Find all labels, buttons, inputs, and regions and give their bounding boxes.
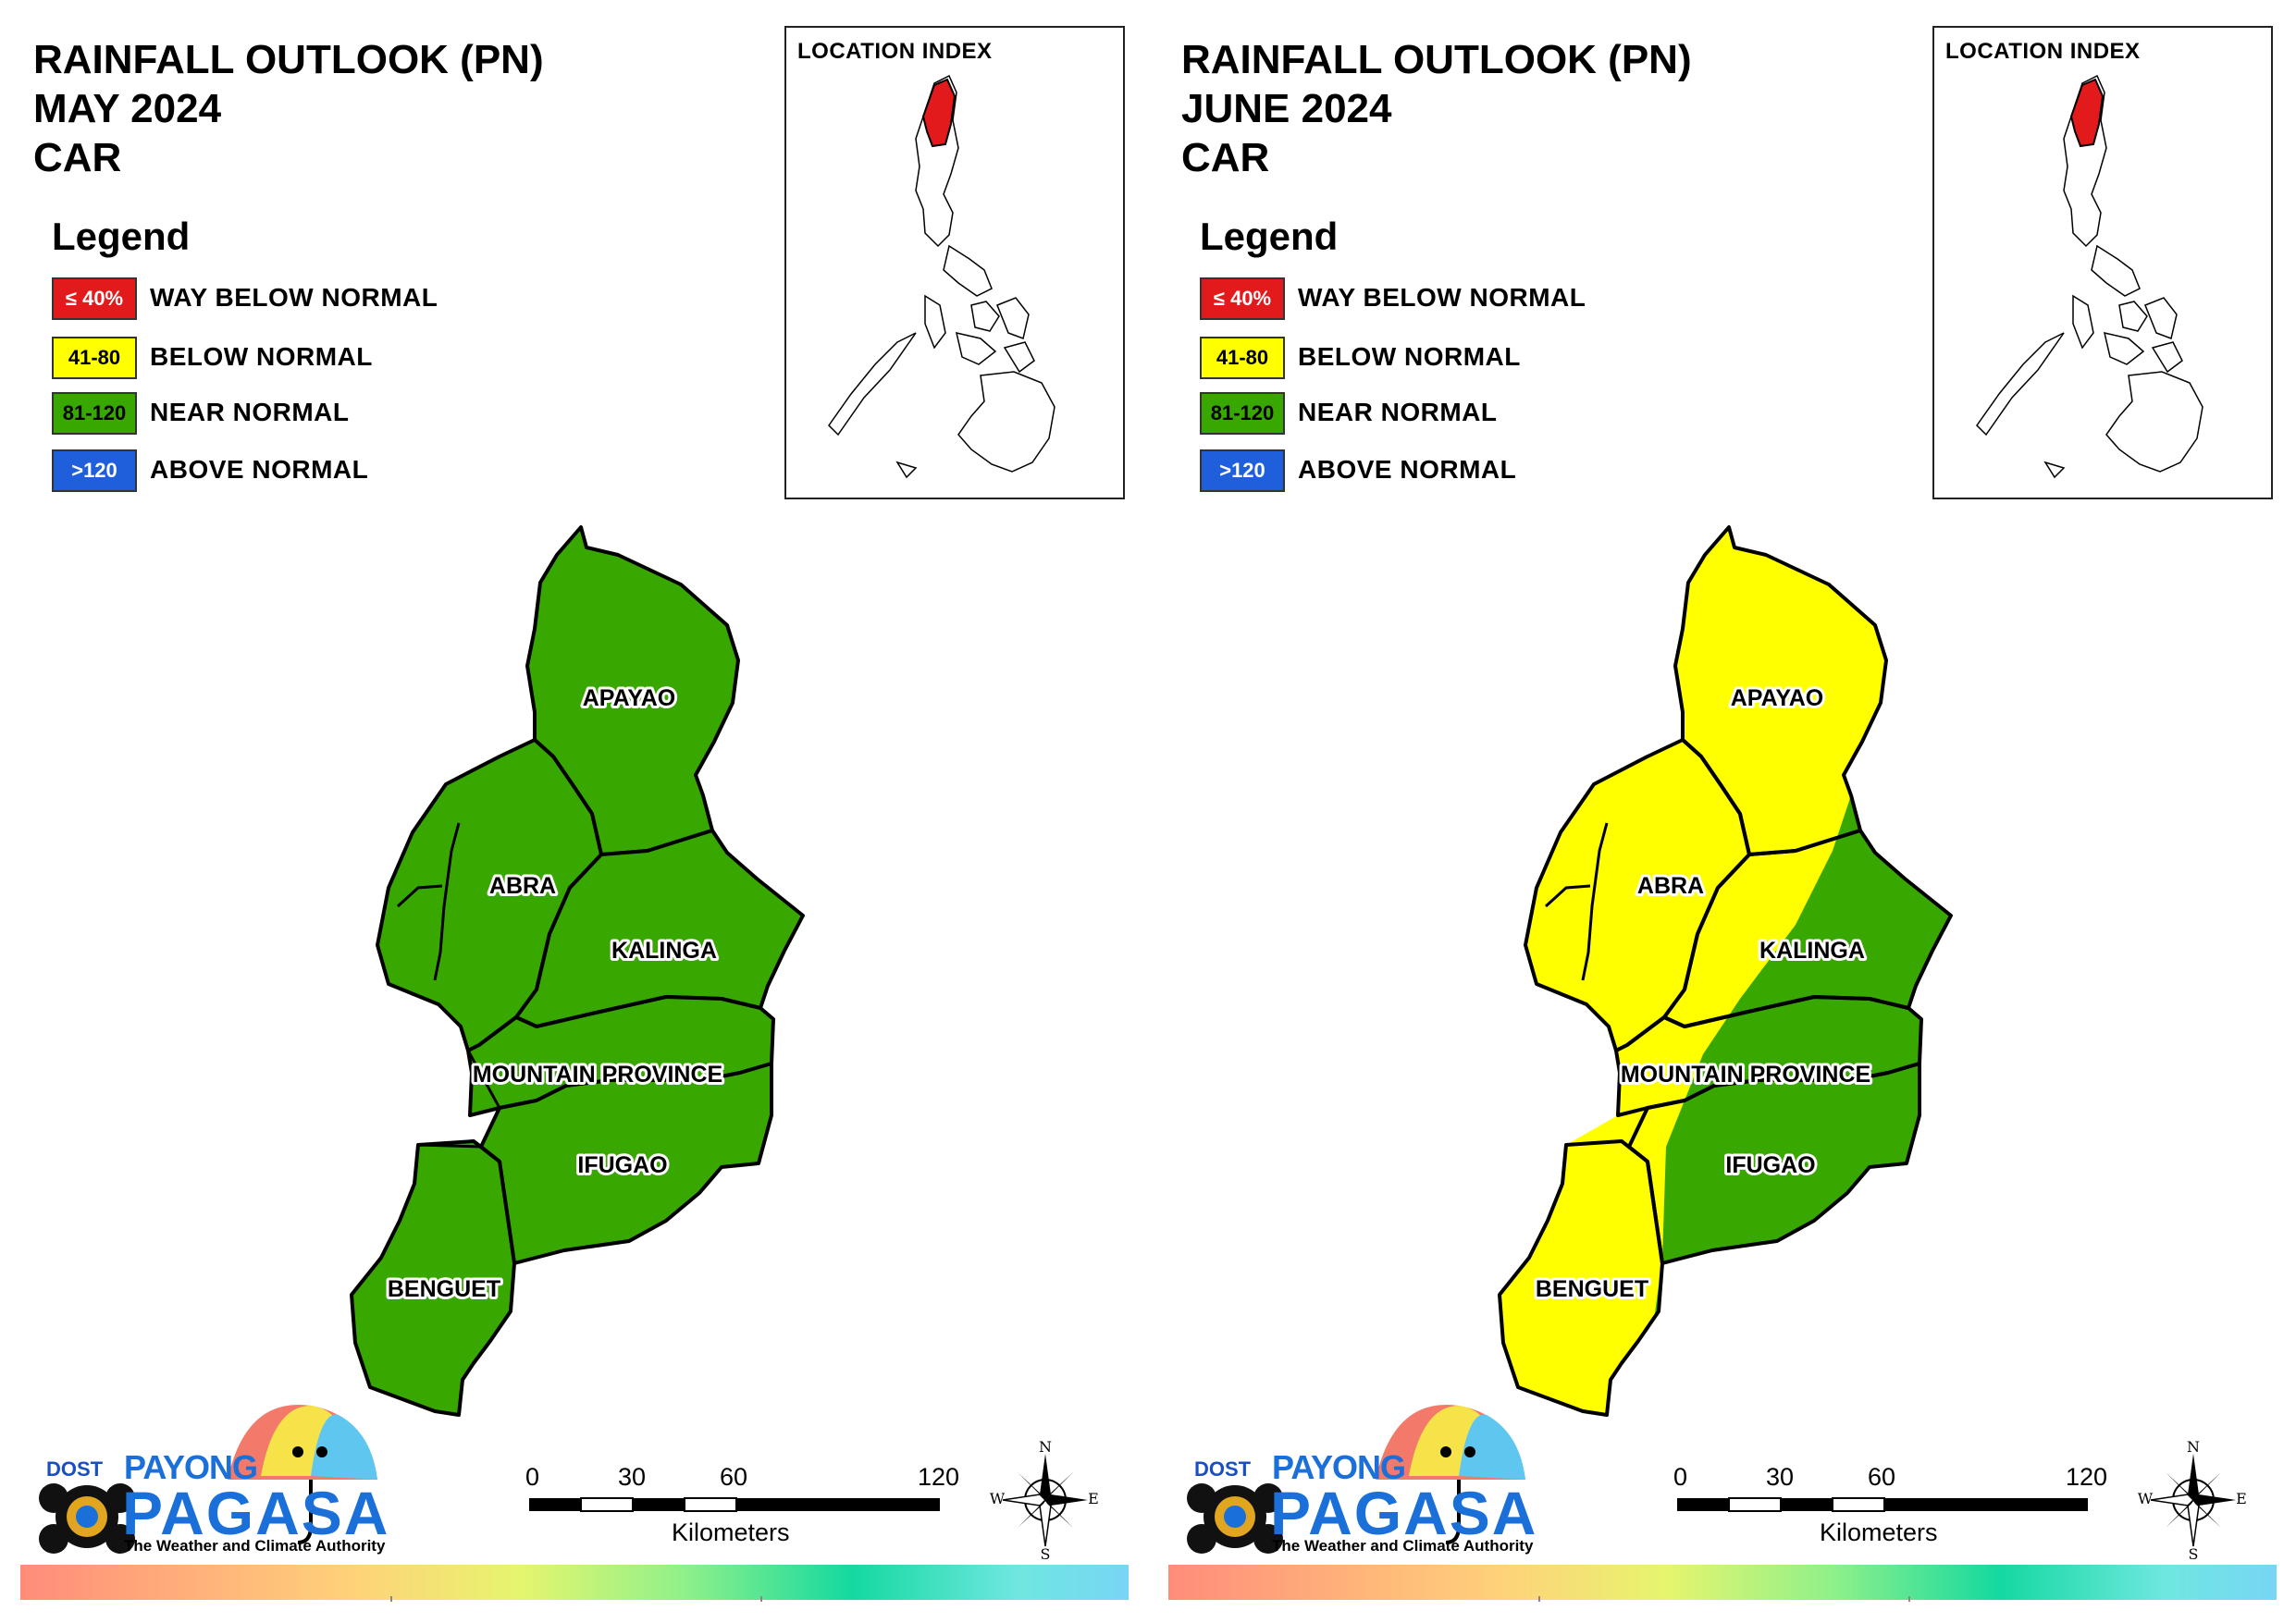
- legend-swatch: ≤ 40%: [1200, 277, 1285, 320]
- scale-bar-graphic: [1677, 1497, 2088, 1512]
- scale-bar: 0 30 60 120 Kilometers: [1673, 1463, 2117, 1565]
- compass-e: E: [2236, 1490, 2247, 1507]
- strip-tick: [760, 1596, 762, 1602]
- legend-label: ABOVE NORMAL: [1298, 455, 1517, 484]
- outlook-panel-may: RAINFALL OUTLOOK (PN) MAY 2024 CAR Legen…: [20, 26, 1129, 1602]
- location-index: LOCATION INDEX: [784, 26, 1125, 499]
- title-line-2: JUNE 2024: [1181, 86, 1392, 131]
- umbrella-icon: [39, 1405, 377, 1554]
- compass-n: N: [1039, 1441, 1052, 1456]
- legend-swatch: 81-120: [52, 392, 137, 435]
- title-line-1: RAINFALL OUTLOOK (PN): [33, 37, 544, 82]
- scale-tick-60: 60: [720, 1463, 748, 1491]
- umbrella-icon: [1187, 1405, 1525, 1554]
- legend-label: NEAR NORMAL: [1298, 398, 1498, 426]
- strip-tick: [1908, 1596, 1910, 1602]
- map-title: RAINFALL OUTLOOK (PN) JUNE 2024 CAR: [1181, 35, 1692, 182]
- scale-tick-30: 30: [1766, 1463, 1795, 1491]
- legend-label: WAY BELOW NORMAL: [1298, 283, 1586, 312]
- compass-n: N: [2187, 1441, 2200, 1456]
- label-mountain-province: MOUNTAIN PROVINCE: [1621, 1062, 1870, 1088]
- north-arrow-icon: N E S W: [2138, 1438, 2249, 1566]
- legend-label: NEAR NORMAL: [150, 398, 350, 426]
- benguet-region: [350, 1139, 516, 1417]
- map-title: RAINFALL OUTLOOK (PN) MAY 2024 CAR: [33, 35, 544, 182]
- car-province-map: APAYAO ABRA KALINGA MOUNTAIN PROVINCE IF…: [1498, 525, 1953, 1417]
- scale-tick-0: 0: [525, 1463, 540, 1491]
- legend-swatch: ≤ 40%: [52, 277, 137, 320]
- logo-payong-text: PAYONG: [1272, 1448, 1406, 1486]
- legend-swatch: >120: [52, 449, 137, 492]
- label-benguet: BENGUET: [1536, 1276, 1648, 1302]
- label-abra: ABRA: [1637, 873, 1704, 899]
- label-ifugao: IFUGAO: [1725, 1152, 1815, 1178]
- compass-w: W: [2138, 1490, 2154, 1507]
- north-arrow-icon: N E S W: [990, 1438, 1101, 1566]
- scale-tick-120: 120: [2066, 1463, 2108, 1491]
- label-kalinga: KALINGA: [1759, 938, 1865, 964]
- label-apayao: APAYAO: [583, 685, 676, 711]
- label-abra: ABRA: [489, 873, 556, 899]
- legend-swatch: 81-120: [1200, 392, 1285, 435]
- scale-units: Kilometers: [672, 1518, 790, 1546]
- compass-s: S: [2189, 1545, 2199, 1561]
- pagasa-logo: DOST PAYONG PAGASA The Weather and Clima…: [1181, 1387, 1542, 1572]
- legend-swatch: >120: [1200, 449, 1285, 492]
- philippines-index-map: [828, 74, 1055, 479]
- legend-label: ABOVE NORMAL: [150, 455, 369, 484]
- logo-pagasa-text: PAGASA: [1270, 1479, 1538, 1547]
- scale-tick-60: 60: [1868, 1463, 1896, 1491]
- pagasa-logo: DOST PAYONG PAGASA The Weather and Clima…: [33, 1387, 394, 1572]
- legend-swatch: 41-80: [1200, 337, 1285, 379]
- label-ifugao: IFUGAO: [577, 1152, 667, 1178]
- compass-w: W: [990, 1490, 1006, 1507]
- logo-tagline: The Weather and Climate Authority: [1272, 1537, 1534, 1555]
- compass-e: E: [1088, 1490, 1099, 1507]
- logo-tagline: The Weather and Climate Authority: [124, 1537, 386, 1555]
- label-benguet: BENGUET: [388, 1276, 500, 1302]
- car-province-map: APAYAO ABRA KALINGA MOUNTAIN PROVINCE IF…: [350, 525, 805, 1417]
- location-index-title: LOCATION INDEX: [1945, 39, 2141, 64]
- label-mountain-province: MOUNTAIN PROVINCE: [473, 1062, 722, 1088]
- location-index-title: LOCATION INDEX: [797, 39, 993, 64]
- logo-dost-text: DOST: [1194, 1457, 1252, 1481]
- scale-tick-120: 120: [918, 1463, 960, 1491]
- logo-payong-text: PAYONG: [124, 1448, 258, 1486]
- legend-title: Legend: [52, 215, 191, 258]
- color-strip: [1168, 1565, 2277, 1602]
- scale-tick-30: 30: [618, 1463, 647, 1491]
- strip-tick: [1538, 1596, 1540, 1602]
- legend-label: WAY BELOW NORMAL: [150, 283, 438, 312]
- scale-bar-graphic: [529, 1497, 940, 1512]
- scale-bar: 0 30 60 120 Kilometers: [525, 1463, 969, 1565]
- legend-label: BELOW NORMAL: [150, 342, 373, 371]
- outlook-panel-june: RAINFALL OUTLOOK (PN) JUNE 2024 CAR Lege…: [1148, 0, 2296, 1623]
- title-line-3: CAR: [33, 135, 122, 180]
- logo-pagasa-text: PAGASA: [122, 1479, 390, 1547]
- location-index: LOCATION INDEX: [1932, 26, 2273, 499]
- title-line-1: RAINFALL OUTLOOK (PN): [1181, 37, 1692, 82]
- label-apayao: APAYAO: [1731, 685, 1824, 711]
- logo-dost-text: DOST: [46, 1457, 104, 1481]
- title-line-3: CAR: [1181, 135, 1270, 180]
- strip-tick: [390, 1596, 392, 1602]
- title-line-2: MAY 2024: [33, 86, 222, 131]
- philippines-index-map: [1976, 74, 2203, 479]
- legend-label: BELOW NORMAL: [1298, 342, 1521, 371]
- legend-title: Legend: [1200, 215, 1339, 258]
- compass-s: S: [1041, 1545, 1051, 1561]
- label-kalinga: KALINGA: [611, 938, 717, 964]
- scale-tick-0: 0: [1673, 1463, 1688, 1491]
- legend-swatch: 41-80: [52, 337, 137, 379]
- color-strip: [20, 1565, 1129, 1602]
- scale-units: Kilometers: [1820, 1518, 1938, 1546]
